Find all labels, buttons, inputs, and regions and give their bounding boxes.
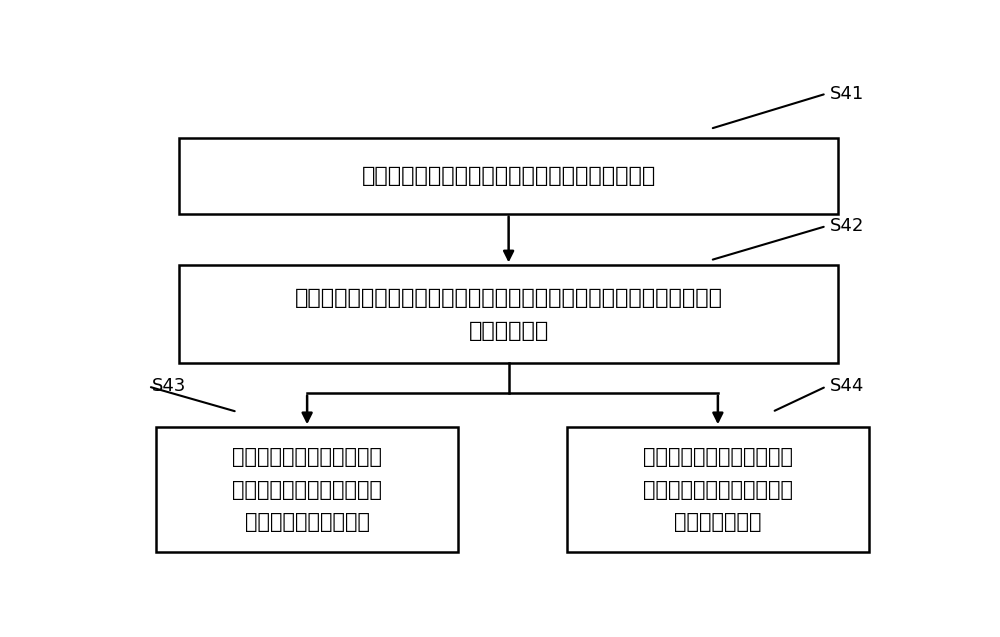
Text: 接收用户终端上传的当前车型信号和当前车辆信号: 接收用户终端上传的当前车型信号和当前车辆信号 xyxy=(362,166,656,186)
FancyBboxPatch shape xyxy=(179,138,838,214)
Text: S42: S42 xyxy=(830,217,865,235)
Text: 调用预留的空信号项的备用
位置用于展示当前车型状态
和当前车辆状态: 调用预留的空信号项的备用 位置用于展示当前车型状态 和当前车辆状态 xyxy=(643,447,793,533)
Text: 判断所述当前车型信号和当前车辆信号对应的当前信号项是否存在于所述
新协议架构上: 判断所述当前车型信号和当前车辆信号对应的当前信号项是否存在于所述 新协议架构上 xyxy=(295,288,723,341)
FancyBboxPatch shape xyxy=(179,265,838,363)
Text: S43: S43 xyxy=(152,378,186,396)
Text: S44: S44 xyxy=(830,378,865,396)
Text: S41: S41 xyxy=(830,85,864,103)
Text: 直接调用新协议架构上所述
当前信号项用于展示当前车
型状态和当前车辆状态: 直接调用新协议架构上所述 当前信号项用于展示当前车 型状态和当前车辆状态 xyxy=(232,447,382,533)
FancyBboxPatch shape xyxy=(567,427,869,552)
FancyBboxPatch shape xyxy=(156,427,458,552)
